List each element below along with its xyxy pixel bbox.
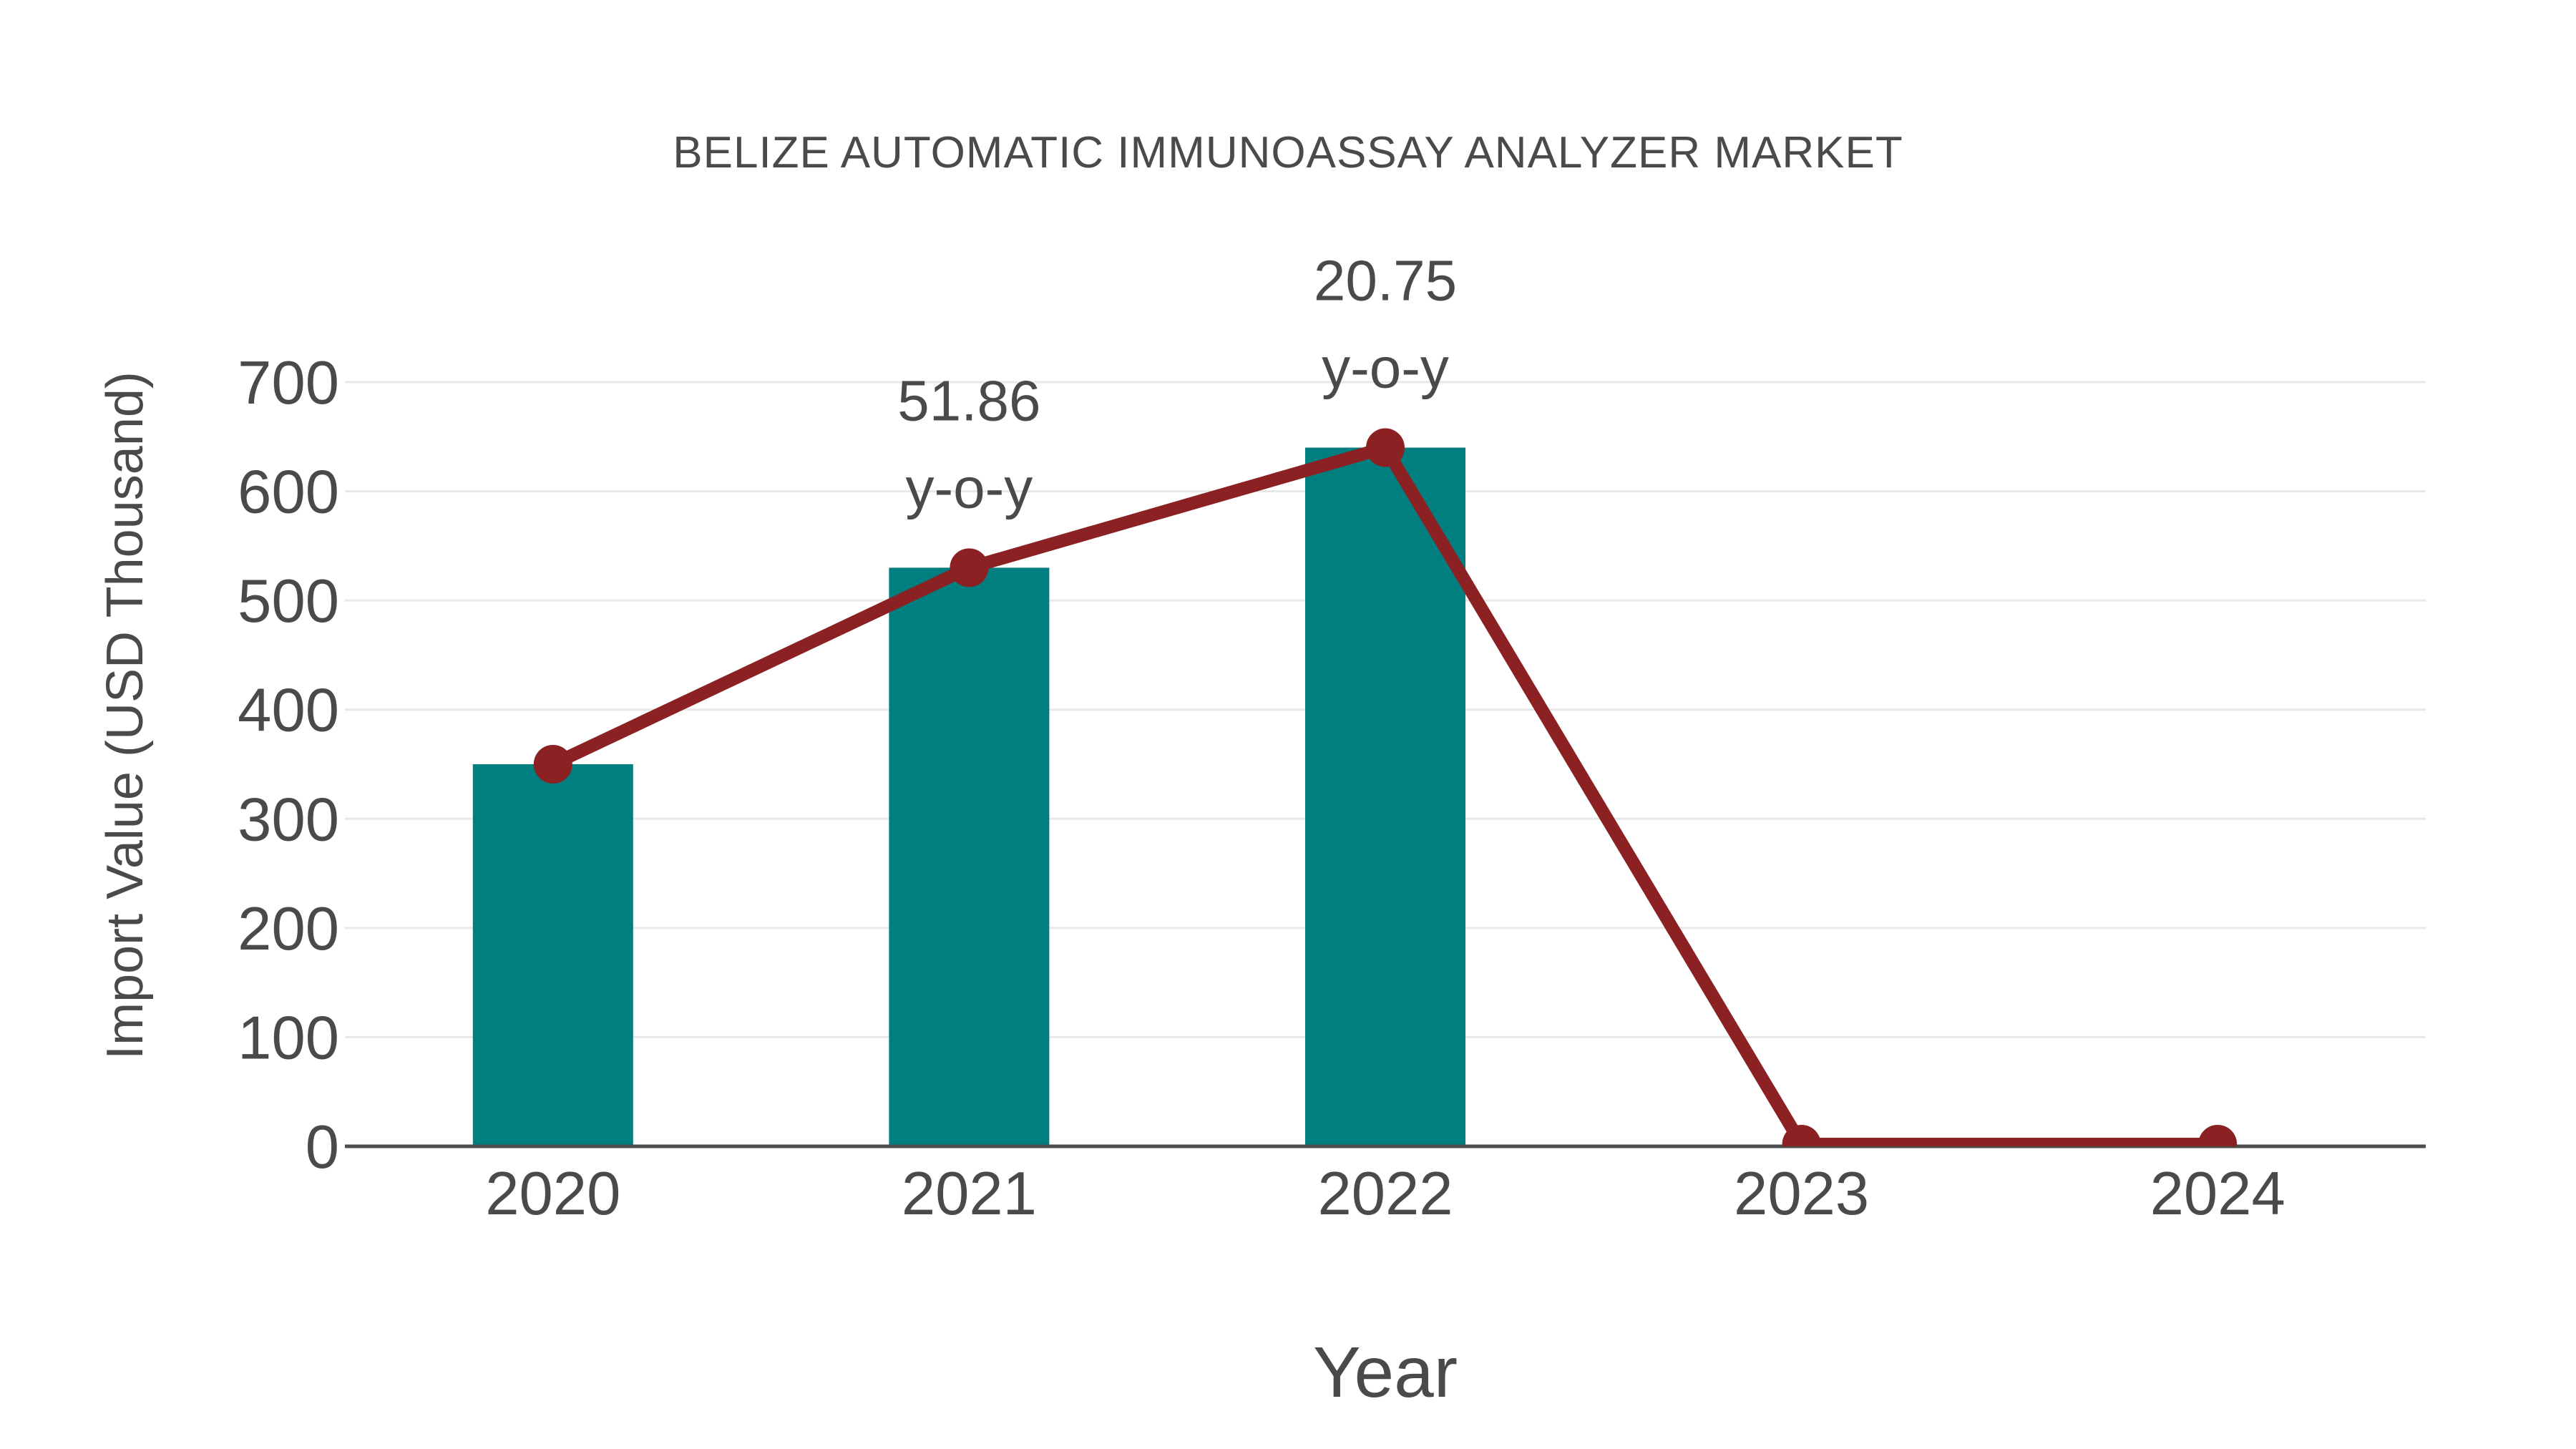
x-tick-label: 2020 <box>485 1160 620 1228</box>
bar-2020 <box>472 764 633 1146</box>
annotation-suffix: y-o-y <box>1322 336 1449 400</box>
x-tick-label: 2023 <box>1734 1160 1869 1228</box>
line-marker-2020 <box>533 745 572 784</box>
x-tick-label: 2022 <box>1317 1160 1453 1228</box>
bar-2021 <box>889 567 1050 1146</box>
y-tick-label: 500 <box>238 567 339 635</box>
y-tick-label: 600 <box>238 459 339 527</box>
annotation-2021: 51.86 y-o-y <box>897 369 1040 519</box>
y-tick-label: 700 <box>238 349 339 417</box>
line-marker-2021 <box>950 548 989 587</box>
x-axis-title: Year <box>1312 1332 1458 1413</box>
line-series <box>533 428 2238 1146</box>
y-tick-labels: 0 100 200 300 400 500 600 700 <box>238 349 339 1181</box>
chart-title: BELIZE AUTOMATIC IMMUNOASSAY ANALYZER MA… <box>673 128 1903 177</box>
y-tick-label: 200 <box>238 895 339 963</box>
line-marker-2022 <box>1366 428 1405 467</box>
line-marker-2024 <box>2198 1124 2238 1146</box>
x-tick-label: 2024 <box>2150 1160 2285 1228</box>
bar-series <box>472 447 1465 1146</box>
annotation-value: 51.86 <box>897 369 1040 432</box>
annotation-2022: 20.75 y-o-y <box>1314 249 1457 400</box>
x-tick-labels: 2020 2021 2022 2023 2024 <box>485 1160 2285 1228</box>
y-tick-label: 400 <box>238 677 339 745</box>
x-tick-label: 2021 <box>902 1160 1037 1228</box>
annotation-value: 20.75 <box>1314 249 1457 313</box>
annotation-suffix: y-o-y <box>906 456 1033 519</box>
y-tick-label: 100 <box>238 1004 339 1072</box>
y-tick-label: 0 <box>306 1113 339 1181</box>
bar-2022 <box>1305 447 1465 1146</box>
y-axis-title: Import Value (USD Thousand) <box>97 371 154 1060</box>
line-marker-2023 <box>1782 1124 1821 1146</box>
y-tick-label: 300 <box>238 786 339 854</box>
